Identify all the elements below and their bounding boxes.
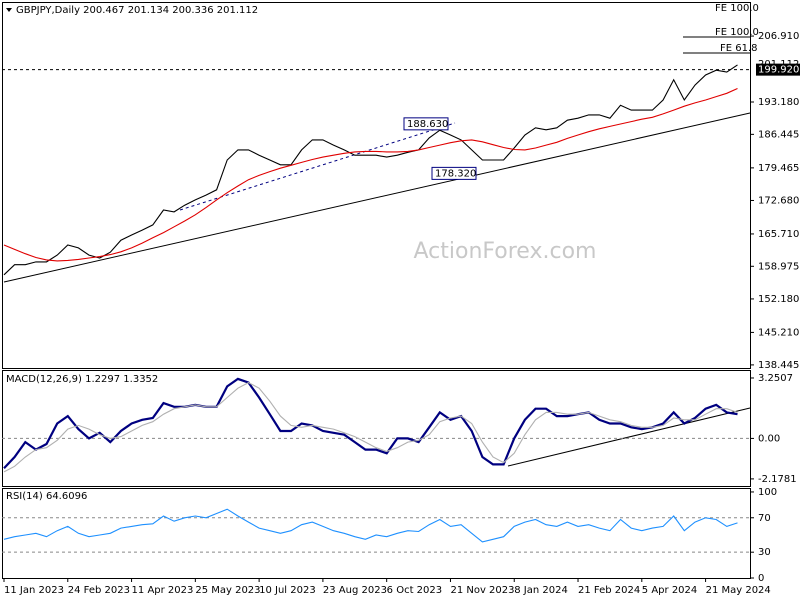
trendline <box>3 112 751 283</box>
x-tick-label: 11 Jan 2023 <box>4 585 64 596</box>
x-tick-label: 21 Nov 2023 <box>450 585 514 596</box>
y-tick-label: 145.210 <box>758 327 799 338</box>
level-box <box>403 117 449 131</box>
y-tick-label: 100 <box>758 487 777 498</box>
level-label: 178.320 <box>435 168 476 179</box>
y-tick-label: 206.910 <box>758 31 799 42</box>
macd-title: MACD(12,26,9) 1.2297 1.3352 <box>6 374 158 385</box>
y-tick-label: 3.2507 <box>758 373 793 384</box>
y-tick-label: -2.1781 <box>758 474 797 485</box>
y-tick-label: 138.445 <box>758 360 799 371</box>
rsi-title: RSI(14) 64.6096 <box>6 491 87 502</box>
y-tick-label: 165.710 <box>758 229 799 240</box>
fe-label: FE 100.0 <box>715 3 759 14</box>
price-frame <box>2 2 751 369</box>
price-box <box>756 63 800 76</box>
fe-label: FE 61.8 <box>720 43 758 54</box>
y-tick-label: 30 <box>758 547 771 558</box>
y-tick-label: 193.180 <box>758 97 799 108</box>
x-tick-label: 23 Aug 2023 <box>323 585 387 596</box>
level-box <box>431 166 477 180</box>
x-tick-label: 6 Oct 2023 <box>387 585 442 596</box>
y-tick-label: 152.180 <box>758 294 799 305</box>
price-label: 199.920 <box>758 65 799 76</box>
y-tick-label: 172.680 <box>758 195 799 206</box>
x-tick-label: 25 May 2023 <box>195 585 260 596</box>
x-tick-label: 21 May 2024 <box>706 585 771 596</box>
series-line <box>3 87 738 262</box>
fib-line <box>179 122 456 211</box>
series-line <box>3 381 738 473</box>
fe-label: FE 100.0 <box>715 27 759 38</box>
y-tick-label: 158.975 <box>758 261 799 272</box>
series-line <box>3 64 738 276</box>
x-tick-label: 8 Jan 2024 <box>514 585 568 596</box>
chart-title: GBPJPY,Daily 200.467 201.134 200.336 201… <box>16 5 258 16</box>
series-line <box>3 508 738 543</box>
watermark: ActionForex.com <box>414 239 597 264</box>
x-tick-label: 11 Apr 2023 <box>132 585 194 596</box>
y-tick-label: 70 <box>758 513 771 524</box>
y-tick-label: 0.00 <box>758 433 780 444</box>
macd-frame <box>2 370 751 487</box>
y-tick-label: 179.465 <box>758 163 799 174</box>
x-tick-label: 24 Feb 2023 <box>68 585 130 596</box>
level-label: 188.630 <box>407 119 448 130</box>
y-tick-label: 0 <box>758 573 764 584</box>
rsi-frame <box>2 488 751 579</box>
y-tick-label: 186.445 <box>758 129 799 140</box>
menu-arrow <box>6 8 12 12</box>
macd-trendline <box>507 407 751 467</box>
series-line <box>3 377 738 469</box>
x-tick-label: 21 Feb 2024 <box>578 585 640 596</box>
x-tick-label: 5 Apr 2024 <box>642 585 697 596</box>
x-tick-label: 10 Jul 2023 <box>259 585 316 596</box>
